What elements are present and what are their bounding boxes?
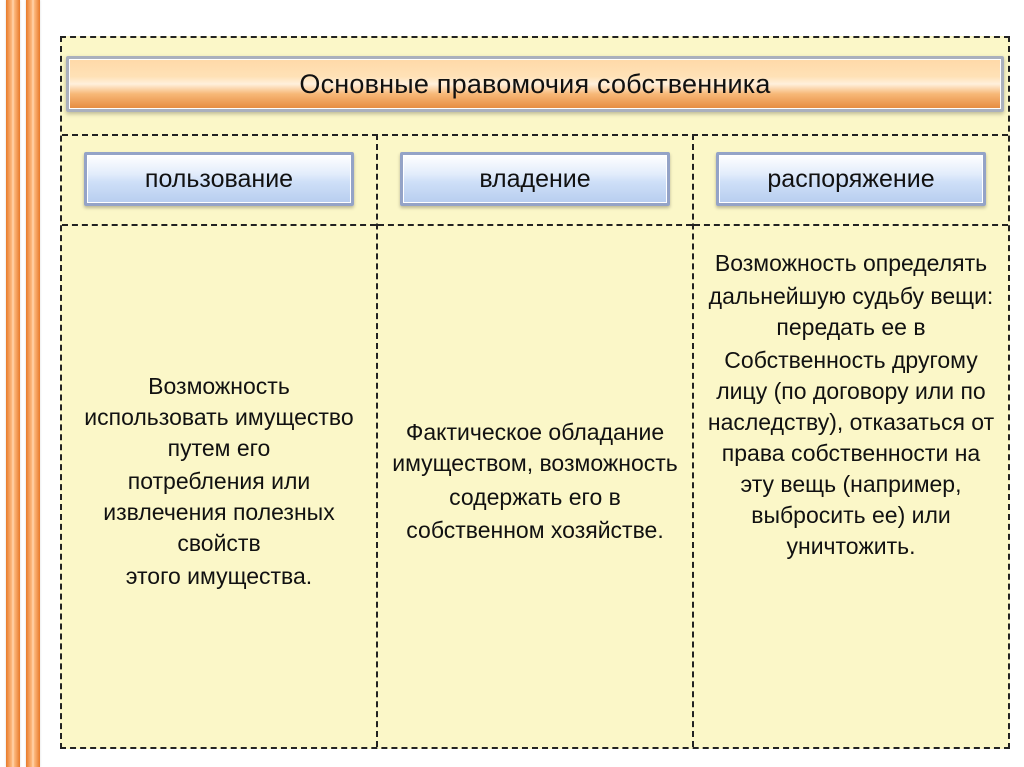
- body-dispose: Возможность определять дальнейшую судьбу…: [703, 226, 998, 747]
- body-line: собственном хозяйстве.: [406, 515, 663, 546]
- header-pill-dispose: распоряжение: [716, 152, 986, 206]
- columns: пользование Возможность использовать иму…: [62, 134, 1008, 747]
- body-line: дальнейшую судьбу вещи: передать ее в: [705, 281, 996, 343]
- header-pill-possess: владение: [400, 152, 670, 206]
- header-label: владение: [479, 165, 590, 194]
- body-line: Фактическое обладание имуществом, возмож…: [389, 417, 680, 479]
- body-line: содержать его в: [449, 482, 621, 513]
- slide: Основные правомочия собственника пользов…: [0, 0, 1024, 767]
- body-line: этого имущества.: [126, 561, 312, 592]
- body-possess: Фактическое обладание имуществом, возмож…: [387, 226, 682, 747]
- title-text: Основные правомочия собственника: [299, 69, 770, 100]
- stripe-1: [6, 0, 20, 767]
- header-pill-use: пользование: [84, 152, 354, 206]
- header-label: пользование: [145, 165, 293, 194]
- body-line: потребления или извлечения полезных свой…: [73, 466, 364, 559]
- column-possess: владение Фактическое обладание имущество…: [378, 134, 694, 747]
- board: Основные правомочия собственника пользов…: [60, 36, 1010, 749]
- column-use: пользование Возможность использовать иму…: [62, 134, 378, 747]
- left-stripes: [6, 0, 46, 767]
- body-line: Собственность другому лицу (по договору …: [705, 345, 996, 562]
- stripe-2: [26, 0, 40, 767]
- body-use: Возможность использовать имущество путем…: [71, 226, 366, 747]
- header-label: распоряжение: [767, 165, 934, 194]
- body-line: Возможность определять: [715, 248, 987, 279]
- body-line: Возможность использовать имущество путем…: [73, 371, 364, 464]
- column-dispose: распоряжение Возможность определять даль…: [694, 134, 1008, 747]
- title-bar: Основные правомочия собственника: [66, 56, 1004, 112]
